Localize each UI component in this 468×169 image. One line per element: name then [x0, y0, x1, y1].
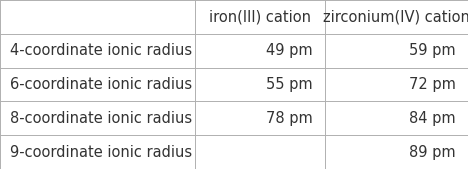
Text: 9-coordinate ionic radius: 9-coordinate ionic radius	[10, 145, 192, 160]
Text: 4-coordinate ionic radius: 4-coordinate ionic radius	[10, 43, 192, 58]
Text: 78 pm: 78 pm	[266, 111, 313, 126]
Text: 59 pm: 59 pm	[410, 43, 456, 58]
Text: 8-coordinate ionic radius: 8-coordinate ionic radius	[10, 111, 192, 126]
Text: 72 pm: 72 pm	[409, 77, 456, 92]
Text: 55 pm: 55 pm	[266, 77, 313, 92]
Text: 89 pm: 89 pm	[410, 145, 456, 160]
Text: 84 pm: 84 pm	[410, 111, 456, 126]
Text: 6-coordinate ionic radius: 6-coordinate ionic radius	[10, 77, 192, 92]
Text: iron(III) cation: iron(III) cation	[209, 9, 311, 24]
Text: 49 pm: 49 pm	[266, 43, 313, 58]
Text: zirconium(IV) cation: zirconium(IV) cation	[323, 9, 468, 24]
